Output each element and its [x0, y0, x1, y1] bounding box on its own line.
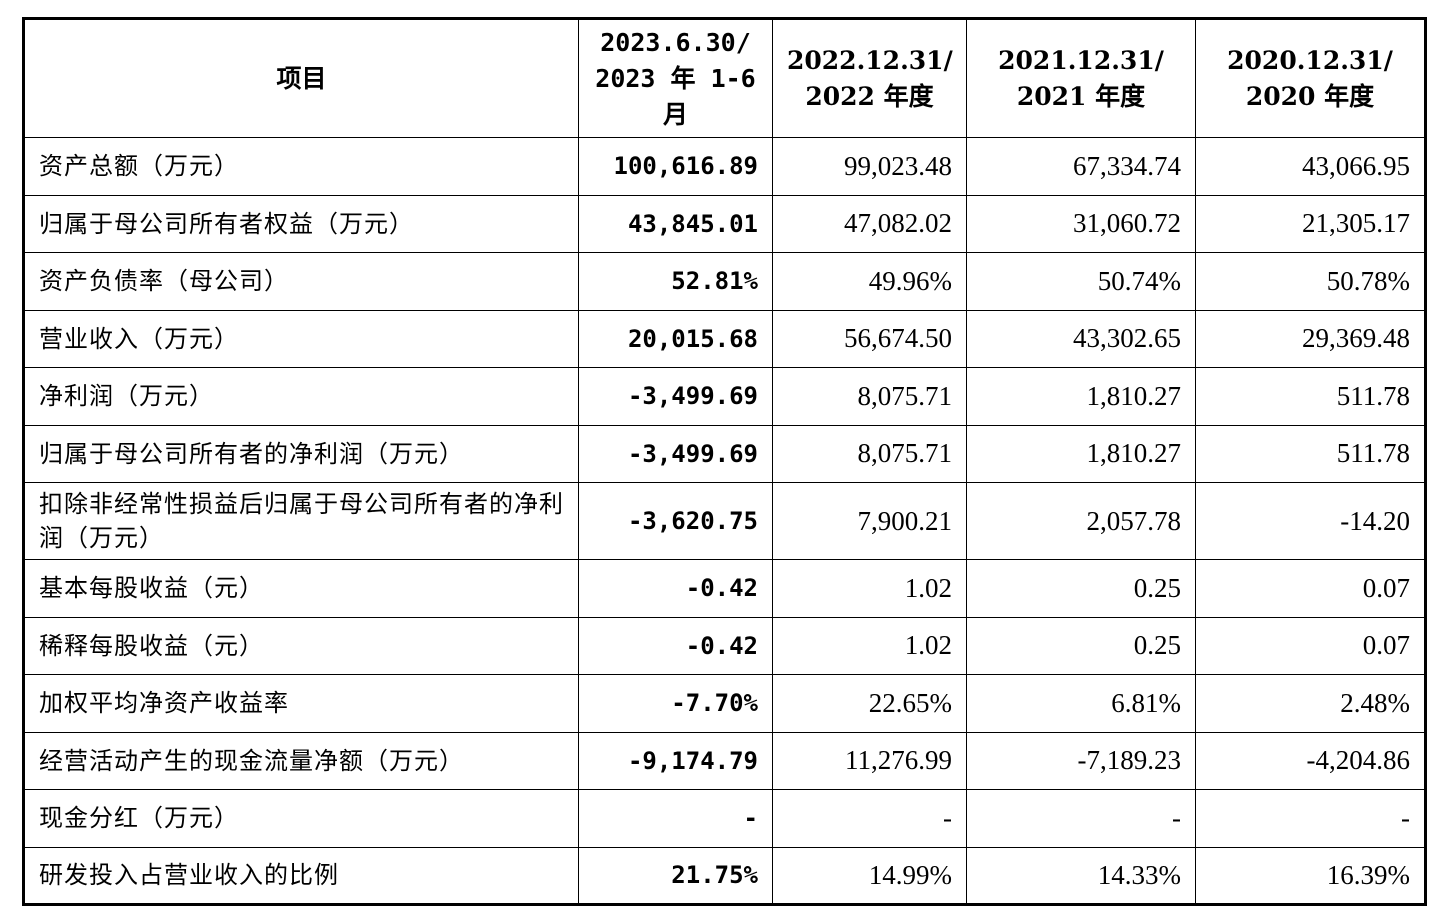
table-row: 稀释每股收益（元） -0.42 1.02 0.25 0.07 — [23, 616, 1426, 675]
table-row: 经营活动产生的现金流量净额（万元） -9,174.79 11,276.99 -7… — [23, 731, 1426, 790]
header-2021: 2021.12.31/ 2021 年度 — [966, 18, 1196, 138]
header-2021-line1: 2021.12.31/ — [998, 45, 1164, 75]
cell-2023-h1: -9,174.79 — [578, 731, 773, 790]
table-row: 基本每股收益（元） -0.42 1.02 0.25 0.07 — [23, 559, 1426, 618]
cell-2021: - — [966, 789, 1196, 848]
row-label: 经营活动产生的现金流量净额（万元） — [23, 731, 579, 790]
cell-2021: -7,189.23 — [966, 731, 1196, 790]
cell-2022: 11,276.99 — [772, 731, 967, 790]
cell-2020: 50.78% — [1195, 252, 1426, 311]
cell-2021: 14.33% — [966, 846, 1196, 905]
cell-2021: 0.25 — [966, 559, 1196, 618]
cell-2023-h1: - — [578, 789, 773, 848]
cell-2022: 14.99% — [772, 846, 967, 905]
cell-2023-h1: 52.81% — [578, 252, 773, 311]
cell-2023-h1: -7.70% — [578, 674, 773, 733]
cell-2022: 47,082.02 — [772, 194, 967, 253]
cell-2022: 49.96% — [772, 252, 967, 311]
cell-2022: 22.65% — [772, 674, 967, 733]
header-2022: 2022.12.31/ 2022 年度 — [772, 18, 967, 138]
cell-2020: 511.78 — [1195, 367, 1426, 426]
cell-2020: 21,305.17 — [1195, 194, 1426, 253]
row-label: 归属于母公司所有者的净利润（万元） — [23, 424, 579, 483]
cell-2020: 43,066.95 — [1195, 137, 1426, 196]
cell-2023-h1: -3,499.69 — [578, 367, 773, 426]
financial-data-table: 项目 2023.6.30/ 2023 年 1-6 月 2022.12.31/ 2… — [22, 17, 1427, 906]
header-2020-line1: 2020.12.31/ — [1227, 45, 1393, 75]
cell-2022: 8,075.71 — [772, 367, 967, 426]
table-row: 加权平均净资产收益率 -7.70% 22.65% 6.81% 2.48% — [23, 674, 1426, 733]
cell-2023-h1: -0.42 — [578, 616, 773, 675]
table-row: 现金分红（万元） - - - - — [23, 789, 1426, 848]
cell-2021: 1,810.27 — [966, 367, 1196, 426]
cell-2020: 2.48% — [1195, 674, 1426, 733]
cell-2022: 56,674.50 — [772, 309, 967, 368]
cell-2022: 1.02 — [772, 559, 967, 618]
header-2023-h1-line2: 2023 年 1-6 — [595, 63, 756, 93]
table-row: 研发投入占营业收入的比例 21.75% 14.99% 14.33% 16.39% — [23, 846, 1426, 905]
cell-2020: 29,369.48 — [1195, 309, 1426, 368]
cell-2021: 50.74% — [966, 252, 1196, 311]
cell-2020: 511.78 — [1195, 424, 1426, 483]
row-label: 扣除非经常性损益后归属于母公司所有者的净利润（万元） — [23, 482, 579, 560]
cell-2021: 0.25 — [966, 616, 1196, 675]
table-row: 归属于母公司所有者的净利润（万元） -3,499.69 8,075.71 1,8… — [23, 424, 1426, 483]
cell-2021: 67,334.74 — [966, 137, 1196, 196]
row-label: 资产总额（万元） — [23, 137, 579, 196]
cell-2023-h1: -0.42 — [578, 559, 773, 618]
cell-2021: 2,057.78 — [966, 482, 1196, 560]
cell-2023-h1: -3,620.75 — [578, 482, 773, 560]
table-row: 资产总额（万元） 100,616.89 99,023.48 67,334.74 … — [23, 137, 1426, 196]
header-2023-h1: 2023.6.30/ 2023 年 1-6 月 — [578, 18, 773, 138]
header-item: 项目 — [23, 18, 579, 138]
row-label: 现金分红（万元） — [23, 789, 579, 848]
cell-2023-h1: 20,015.68 — [578, 309, 773, 368]
cell-2022: 7,900.21 — [772, 482, 967, 560]
cell-2023-h1: 21.75% — [578, 846, 773, 905]
header-2022-line1: 2022.12.31/ — [787, 45, 953, 75]
cell-2020: 0.07 — [1195, 616, 1426, 675]
cell-2022: 8,075.71 — [772, 424, 967, 483]
row-label: 基本每股收益（元） — [23, 559, 579, 618]
cell-2022: 99,023.48 — [772, 137, 967, 196]
header-2023-h1-line1: 2023.6.30/ — [600, 27, 751, 57]
row-label: 归属于母公司所有者权益（万元） — [23, 194, 579, 253]
table-row: 资产负债率（母公司） 52.81% 49.96% 50.74% 50.78% — [23, 252, 1426, 311]
cell-2023-h1: 43,845.01 — [578, 194, 773, 253]
header-2020: 2020.12.31/ 2020 年度 — [1195, 18, 1426, 138]
cell-2023-h1: 100,616.89 — [578, 137, 773, 196]
cell-2023-h1: -3,499.69 — [578, 424, 773, 483]
header-2022-line2: 2022 年度 — [805, 81, 934, 111]
cell-2020: -4,204.86 — [1195, 731, 1426, 790]
table-row: 归属于母公司所有者权益（万元） 43,845.01 47,082.02 31,0… — [23, 194, 1426, 253]
cell-2020: 16.39% — [1195, 846, 1426, 905]
cell-2022: 1.02 — [772, 616, 967, 675]
row-label: 稀释每股收益（元） — [23, 616, 579, 675]
row-label: 净利润（万元） — [23, 367, 579, 426]
table-header-row: 项目 2023.6.30/ 2023 年 1-6 月 2022.12.31/ 2… — [23, 18, 1426, 138]
table-row: 营业收入（万元） 20,015.68 56,674.50 43,302.65 2… — [23, 309, 1426, 368]
row-label: 研发投入占营业收入的比例 — [23, 846, 579, 905]
table-row: 扣除非经常性损益后归属于母公司所有者的净利润（万元） -3,620.75 7,9… — [23, 482, 1426, 560]
header-2023-h1-line3: 月 — [662, 99, 688, 129]
header-2020-line2: 2020 年度 — [1245, 81, 1375, 111]
cell-2020: -14.20 — [1195, 482, 1426, 560]
row-label: 资产负债率（母公司） — [23, 252, 579, 311]
row-label: 加权平均净资产收益率 — [23, 674, 579, 733]
cell-2020: - — [1195, 789, 1426, 848]
header-2021-line2: 2021 年度 — [1016, 81, 1146, 111]
cell-2022: - — [772, 789, 967, 848]
cell-2021: 1,810.27 — [966, 424, 1196, 483]
cell-2021: 6.81% — [966, 674, 1196, 733]
cell-2021: 43,302.65 — [966, 309, 1196, 368]
table-row: 净利润（万元） -3,499.69 8,075.71 1,810.27 511.… — [23, 367, 1426, 426]
cell-2021: 31,060.72 — [966, 194, 1196, 253]
row-label: 营业收入（万元） — [23, 309, 579, 368]
cell-2020: 0.07 — [1195, 559, 1426, 618]
